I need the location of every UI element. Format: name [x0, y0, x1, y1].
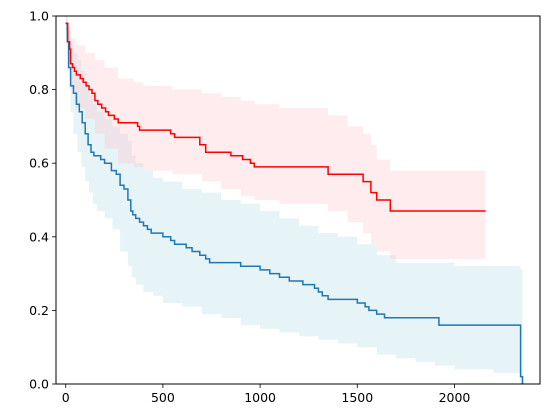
x-tick-label: 1000 [244, 390, 276, 405]
confidence-band-1 [65, 16, 523, 384]
x-axis: 0 500 1000 1500 2000 [62, 384, 471, 405]
y-tick-label: 0.2 [29, 303, 49, 318]
x-tick-label: 1500 [341, 390, 373, 405]
x-tick-label: 500 [151, 390, 175, 405]
y-axis: 0.0 0.2 0.4 0.6 0.8 1.0 [29, 9, 56, 392]
y-tick-label: 0.6 [29, 156, 49, 171]
y-tick-label: 1.0 [29, 9, 49, 24]
y-tick-label: 0.4 [29, 229, 49, 244]
confidence-bands [65, 16, 523, 384]
survival-curve-2 [65, 22, 486, 212]
x-tick-label: 2000 [439, 390, 471, 405]
x-tick-label: 0 [62, 390, 70, 405]
survival-curve-1 [65, 22, 524, 384]
y-tick-label: 0.0 [29, 377, 49, 392]
plot-frame [55, 15, 541, 385]
confidence-band-2 [65, 16, 486, 259]
survival-curves [65, 22, 524, 384]
y-tick-label: 0.8 [29, 82, 49, 97]
